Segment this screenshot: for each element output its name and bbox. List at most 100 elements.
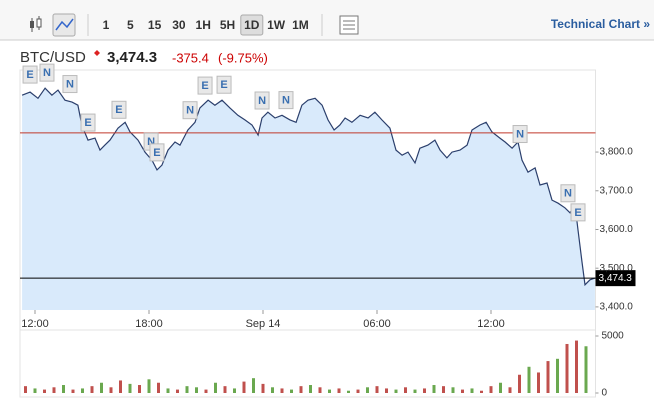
event-marker-label: E (26, 69, 33, 81)
volume-bar (546, 361, 550, 393)
volume-bar (575, 340, 578, 393)
volume-bar (309, 385, 312, 393)
volume-bar (423, 388, 426, 393)
price-tag-label: 3,474.3 (599, 273, 633, 284)
volume-frame (19, 329, 596, 398)
volume-bar (366, 387, 369, 393)
volume-bar (261, 383, 265, 393)
technical-chart-link[interactable]: Technical Chart » (551, 17, 650, 31)
event-marker[interactable] (254, 91, 270, 110)
x-tick-label: 06:00 (363, 318, 391, 330)
x-tick-label: Sep 14 (246, 318, 281, 330)
interval-button[interactable]: 5H (220, 18, 235, 32)
volume-bar (62, 385, 65, 393)
event-marker[interactable] (22, 65, 38, 84)
volume-bar (290, 389, 293, 393)
volume-bar (81, 388, 84, 393)
event-marker[interactable] (111, 100, 127, 119)
volume-bar (90, 386, 94, 393)
volume-bar (233, 388, 236, 393)
volume-bar (508, 387, 512, 393)
volume-tick-label: 5000 (602, 331, 625, 342)
interval-button[interactable]: 30 (172, 18, 186, 32)
volume-bar (223, 386, 227, 393)
interval-button[interactable]: 1H (196, 18, 211, 32)
volume-bar (394, 389, 398, 393)
volume-bar (147, 379, 151, 393)
volume-bar (537, 372, 540, 393)
volume-bar (480, 390, 483, 393)
volume-bar (413, 389, 417, 393)
event-marker-label: N (282, 95, 290, 107)
change: -375.4 (172, 50, 209, 65)
toolbar (0, 0, 654, 40)
volume-bar (100, 382, 103, 393)
y-tick-label: 3,800.0 (600, 147, 634, 158)
event-marker[interactable] (39, 63, 55, 82)
volume-bar (527, 366, 531, 393)
event-marker[interactable] (182, 101, 198, 120)
y-tick-label: 3,600.0 (600, 224, 634, 235)
price-tag (595, 270, 636, 287)
interval-button[interactable]: 1D (244, 18, 260, 32)
volume-bar (109, 387, 113, 393)
volume-bar (299, 386, 303, 393)
down-indicator (94, 50, 100, 56)
volume-bar (470, 388, 474, 393)
event-marker-label: E (574, 207, 581, 219)
settings-icon[interactable] (339, 15, 359, 35)
volume-bar (33, 388, 37, 393)
volume-bar (128, 383, 132, 393)
volume-bar (442, 386, 445, 393)
volume-bar (318, 387, 322, 393)
interval-active (240, 14, 264, 36)
volume-bar (385, 388, 388, 393)
candle-icon[interactable] (30, 16, 42, 32)
volume-bar (119, 380, 122, 393)
x-tick-label: 18:00 (135, 318, 163, 330)
event-marker[interactable] (149, 143, 165, 162)
volume-bar (214, 382, 217, 393)
volume-bar (242, 381, 246, 393)
event-marker-label: N (186, 105, 194, 117)
event-marker-label: N (147, 136, 155, 148)
volume-bar (404, 387, 407, 393)
volume-bar (195, 387, 198, 393)
event-marker[interactable] (512, 125, 528, 144)
volume-bar (375, 386, 379, 393)
volume-bar (556, 358, 559, 393)
event-marker[interactable] (278, 91, 294, 110)
event-marker[interactable] (197, 76, 213, 95)
interval-button[interactable]: 1W (267, 18, 286, 32)
event-marker-label: N (43, 67, 51, 79)
volume-bar (252, 378, 255, 393)
volume-tick-label: 0 (602, 388, 608, 399)
volume-bar (337, 388, 341, 393)
volume-bar (518, 374, 521, 393)
x-tick-label: 12:00 (21, 318, 49, 330)
y-tick-label: 3,400.0 (600, 302, 634, 313)
event-marker[interactable] (80, 113, 96, 132)
event-marker-label: E (84, 117, 91, 129)
price: 3,474.3 (107, 49, 157, 66)
volume-bar (432, 385, 436, 393)
interval-button[interactable]: 5 (127, 18, 134, 32)
event-marker-label: N (564, 188, 572, 200)
event-marker-label: N (516, 128, 524, 140)
price-line (21, 87, 596, 287)
volume-bar (271, 387, 274, 393)
interval-button[interactable]: 15 (148, 18, 162, 32)
price-area (22, 88, 595, 310)
interval-button[interactable]: 1 (103, 18, 110, 32)
event-marker[interactable] (216, 75, 232, 94)
event-marker[interactable] (570, 203, 586, 222)
interval-button[interactable]: 1M (292, 18, 309, 32)
line-icon[interactable] (52, 13, 76, 37)
event-marker[interactable] (560, 184, 576, 203)
x-tick-label: 12:00 (477, 318, 505, 330)
volume-bar (499, 382, 502, 393)
volume-bar (157, 382, 160, 393)
event-marker[interactable] (62, 75, 78, 94)
volume-bar (347, 390, 350, 393)
